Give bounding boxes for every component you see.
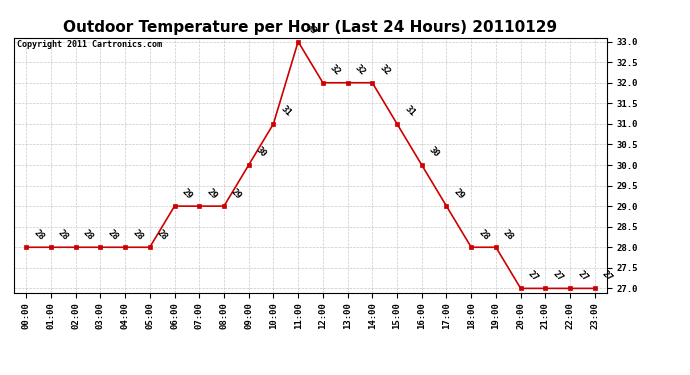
Text: 27: 27 xyxy=(551,269,565,283)
Text: 28: 28 xyxy=(130,228,145,242)
Text: 28: 28 xyxy=(81,228,95,242)
Text: 32: 32 xyxy=(378,63,392,77)
Text: 31: 31 xyxy=(402,104,417,118)
Text: 31: 31 xyxy=(279,104,293,118)
Text: 27: 27 xyxy=(526,269,540,283)
Text: Copyright 2011 Cartronics.com: Copyright 2011 Cartronics.com xyxy=(17,40,161,49)
Title: Outdoor Temperature per Hour (Last 24 Hours) 20110129: Outdoor Temperature per Hour (Last 24 Ho… xyxy=(63,20,558,35)
Text: 30: 30 xyxy=(254,146,268,159)
Text: 28: 28 xyxy=(155,228,169,242)
Text: 33: 33 xyxy=(304,22,317,36)
Text: 27: 27 xyxy=(600,269,614,283)
Text: 28: 28 xyxy=(502,228,515,242)
Text: 29: 29 xyxy=(180,187,194,201)
Text: 29: 29 xyxy=(452,187,466,201)
Text: 28: 28 xyxy=(57,228,70,242)
Text: 28: 28 xyxy=(106,228,120,242)
Text: 29: 29 xyxy=(230,187,244,201)
Text: 28: 28 xyxy=(477,228,491,242)
Text: 32: 32 xyxy=(328,63,342,77)
Text: 32: 32 xyxy=(353,63,367,77)
Text: 30: 30 xyxy=(427,146,442,159)
Text: 27: 27 xyxy=(575,269,590,283)
Text: 28: 28 xyxy=(32,228,46,242)
Text: 29: 29 xyxy=(205,187,219,201)
